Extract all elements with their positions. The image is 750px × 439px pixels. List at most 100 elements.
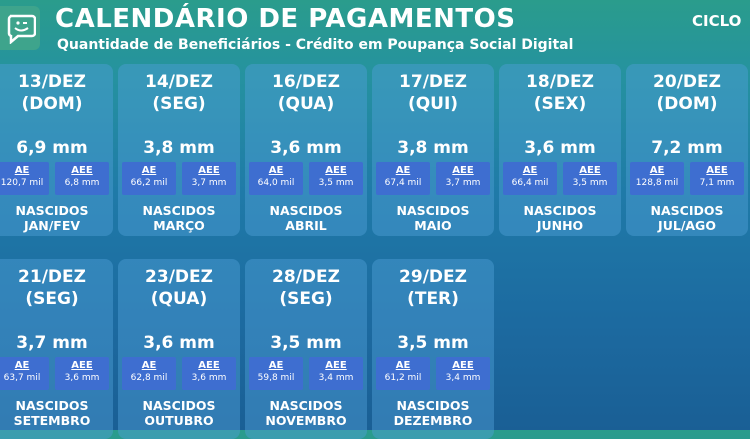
total-beneficiaries: 3,5 mm: [270, 333, 342, 353]
payment-date: 18/DEZ: [526, 72, 594, 92]
ae-box: AE 120,7 mil: [0, 162, 49, 195]
birth-month: MAIO: [414, 218, 452, 233]
aee-box: AEE 3,6 mm: [55, 357, 109, 390]
page-subtitle: Quantidade de Beneficiários - Crédito em…: [57, 37, 574, 53]
weekday: (TER): [407, 289, 459, 309]
aee-box: AEE 3,7 mm: [182, 162, 236, 195]
payment-date: 28/DEZ: [272, 267, 340, 287]
total-beneficiaries: 7,2 mm: [651, 138, 723, 158]
ae-box: AE 64,0 mil: [249, 162, 303, 195]
birth-month: OUTUBRO: [144, 413, 214, 428]
nascidos-label: NASCIDOS: [523, 203, 597, 218]
nascidos-label: NASCIDOS: [269, 398, 343, 413]
ae-value: 64,0 mil: [257, 178, 295, 188]
aee-box: AEE 7,1 mm: [690, 162, 744, 195]
weekday: (DOM): [656, 94, 718, 114]
payment-date-card: 20/DEZ (DOM) 7,2 mm AE 128,8 mil AEE 7,1 m…: [626, 64, 748, 236]
ae-label: AE: [14, 360, 30, 371]
nascidos-label: NASCIDOS: [269, 203, 343, 218]
nascidos-label: NASCIDOS: [142, 203, 216, 218]
ae-box: AE 66,2 mil: [122, 162, 176, 195]
birth-month: JAN/FEV: [23, 218, 81, 233]
payment-date: 23/DEZ: [145, 267, 213, 287]
weekday: (SEG): [152, 94, 206, 114]
payment-date: 17/DEZ: [399, 72, 467, 92]
nascidos-label: NASCIDOS: [396, 203, 470, 218]
aee-label: AEE: [452, 165, 474, 176]
birth-month: JUL/AGO: [658, 218, 716, 233]
payment-date: 13/DEZ: [18, 72, 86, 92]
birth-month: ABRIL: [285, 218, 327, 233]
nascidos-label: NASCIDOS: [396, 398, 470, 413]
ae-value: 61,2 mil: [384, 373, 422, 383]
ae-value: 66,4 mil: [511, 178, 549, 188]
payment-date: 16/DEZ: [272, 72, 340, 92]
weekday: (SEG): [25, 289, 79, 309]
aee-value: 7,1 mm: [699, 178, 735, 188]
ae-label: AE: [395, 360, 411, 371]
payment-date-card: 23/DEZ (QUA) 3,6 mm AE 62,8 mil AEE 3,6 mm…: [118, 259, 240, 439]
ae-label: AE: [268, 165, 284, 176]
ae-box: AE 63,7 mil: [0, 357, 49, 390]
aee-value: 3,7 mm: [191, 178, 227, 188]
aee-box: AEE 6,8 mm: [55, 162, 109, 195]
ae-label: AE: [522, 165, 538, 176]
ae-value: 63,7 mil: [3, 373, 41, 383]
aee-label: AEE: [325, 165, 347, 176]
total-beneficiaries: 3,6 mm: [524, 138, 596, 158]
payment-date: 20/DEZ: [653, 72, 721, 92]
aee-value: 6,8 mm: [64, 178, 100, 188]
payment-date-card: 16/DEZ (QUA) 3,6 mm AE 64,0 mil AEE 3,5 mm…: [245, 64, 367, 236]
ae-box: AE 66,4 mil: [503, 162, 557, 195]
aee-value: 3,6 mm: [64, 373, 100, 383]
payment-date-card: 13/DEZ (DOM) 6,9 mm AE 120,7 mil AEE 6,8 m…: [0, 64, 113, 236]
aee-box: AEE 3,5 mm: [563, 162, 617, 195]
aee-value: 3,4 mm: [445, 373, 481, 383]
nascidos-label: NASCIDOS: [15, 203, 89, 218]
ae-value: 66,2 mil: [130, 178, 168, 188]
aee-label: AEE: [71, 165, 93, 176]
total-beneficiaries: 3,5 mm: [397, 333, 469, 353]
payment-date-card: 14/DEZ (SEG) 3,8 mm AE 66,2 mil AEE 3,7 mm…: [118, 64, 240, 236]
ae-box: AE 128,8 mil: [630, 162, 684, 195]
payment-date-card: 28/DEZ (SEG) 3,5 mm AE 59,8 mil AEE 3,4 mm…: [245, 259, 367, 439]
ae-label: AE: [268, 360, 284, 371]
total-beneficiaries: 6,9 mm: [16, 138, 88, 158]
aee-label: AEE: [579, 165, 601, 176]
ae-label: AE: [649, 165, 665, 176]
ae-label: AE: [141, 165, 157, 176]
ae-label: AE: [14, 165, 30, 176]
payment-date: 29/DEZ: [399, 267, 467, 287]
ae-box: AE 62,8 mil: [122, 357, 176, 390]
aee-box: AEE 3,7 mm: [436, 162, 490, 195]
ae-value: 128,8 mil: [635, 178, 679, 188]
weekday: (QUI): [407, 94, 459, 114]
ae-value: 62,8 mil: [130, 373, 168, 383]
aee-value: 3,6 mm: [191, 373, 227, 383]
ae-label: AE: [395, 165, 411, 176]
ae-value: 59,8 mil: [257, 373, 295, 383]
ae-box: AE 67,4 mil: [376, 162, 430, 195]
ae-label: AE: [141, 360, 157, 371]
nascidos-label: NASCIDOS: [15, 398, 89, 413]
aee-label: AEE: [706, 165, 728, 176]
page-title: CALENDÁRIO DE PAGAMENTOS: [55, 4, 516, 34]
birth-month: DEZEMBRO: [393, 413, 473, 428]
ae-value: 120,7 mil: [0, 178, 44, 188]
weekday: (QUA): [277, 94, 335, 114]
weekday: (QUA): [150, 289, 208, 309]
birth-month: NOVEMBRO: [265, 413, 347, 428]
nascidos-label: NASCIDOS: [650, 203, 724, 218]
aee-value: 3,7 mm: [445, 178, 481, 188]
aee-box: AEE 3,4 mm: [309, 357, 363, 390]
ae-box: AE 59,8 mil: [249, 357, 303, 390]
aee-label: AEE: [325, 360, 347, 371]
chat-smile-icon: [7, 14, 36, 44]
total-beneficiaries: 3,6 mm: [270, 138, 342, 158]
birth-month: JUNHO: [536, 218, 584, 233]
total-beneficiaries: 3,6 mm: [143, 333, 215, 353]
birth-month: MARÇO: [153, 218, 205, 233]
aee-value: 3,5 mm: [318, 178, 354, 188]
weekday: (SEG): [279, 289, 333, 309]
ae-box: AE 61,2 mil: [376, 357, 430, 390]
